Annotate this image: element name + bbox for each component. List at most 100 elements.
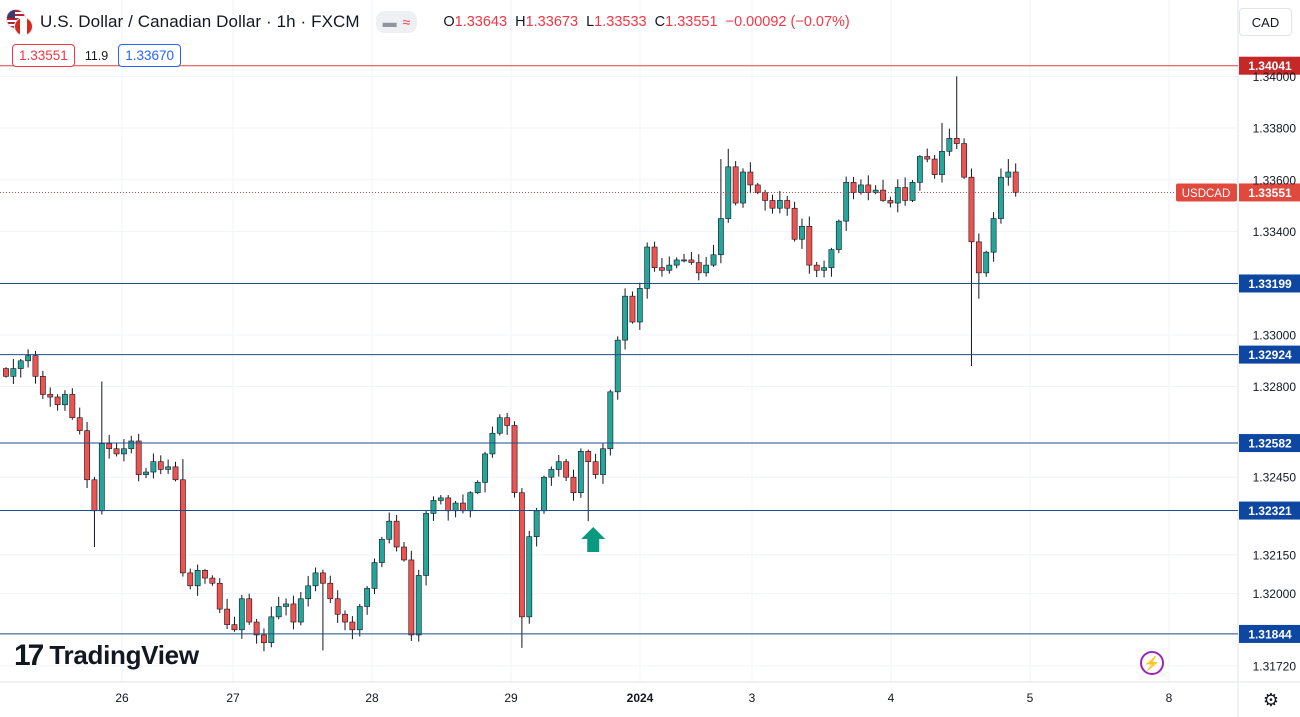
last-price-label: 1.33551: [1248, 186, 1292, 200]
candle-body: [371, 562, 378, 589]
sell-button[interactable]: 1.33551: [12, 44, 75, 67]
candle-body: [467, 492, 474, 512]
price-level-tag: [1239, 434, 1300, 453]
gear-icon[interactable]: ⚙: [1262, 689, 1280, 710]
y-tick-label: 1.31720: [1253, 660, 1297, 674]
price-level-label: 1.33199: [1248, 277, 1292, 291]
lightning-icon[interactable]: ⚡: [1140, 651, 1164, 675]
currency-pair-flag-icon: [6, 9, 33, 36]
symbol-title[interactable]: U.S. Dollar / Canadian Dollar · 1h · FXC…: [40, 12, 360, 31]
candle-body: [592, 461, 599, 475]
trade-buttons: 1.33551 11.9 1.33670: [12, 44, 182, 67]
wave-icon[interactable]: ≈: [402, 14, 411, 30]
candle-body: [946, 138, 953, 152]
candle-body: [526, 536, 533, 618]
candle-body: [541, 476, 547, 512]
candle-body: [224, 608, 230, 625]
candle-body: [511, 425, 518, 494]
candle-body: [62, 394, 68, 406]
candle-body: [408, 559, 415, 636]
candle-body: [165, 466, 172, 470]
candle-body: [681, 259, 687, 262]
candle-body: [474, 482, 481, 494]
candle-body: [312, 572, 319, 587]
candle-body: [113, 448, 120, 455]
candle-body: [747, 171, 754, 186]
candle-body: [297, 598, 304, 623]
candle-body: [998, 176, 1004, 219]
candle-body: [320, 572, 326, 584]
candle-body: [25, 355, 32, 362]
candle-body: [460, 502, 466, 512]
ohlc-values: O1.33643 H1.33673 L1.33533 C1.33551 −0.0…: [443, 14, 849, 30]
candle-body: [651, 246, 658, 269]
candle-body: [268, 616, 275, 644]
candle-body: [850, 182, 857, 193]
candle-body: [143, 471, 149, 475]
candle-body: [275, 606, 282, 618]
x-tick-label: 4: [888, 691, 895, 705]
candle-body: [489, 432, 496, 455]
y-tick-label: 1.32450: [1253, 471, 1297, 485]
candle-body: [69, 394, 76, 419]
candle-body: [717, 218, 724, 256]
candle-body: [953, 138, 960, 144]
candle-body: [202, 570, 208, 579]
collapse-icon[interactable]: ▬: [382, 14, 397, 30]
candle-body: [356, 606, 363, 631]
tradingview-logo: 17 TradingView: [14, 640, 199, 671]
candle-body: [106, 443, 113, 450]
legend-toggles[interactable]: ▬ ≈: [375, 11, 418, 33]
x-tick-label: 3: [749, 691, 756, 705]
candle-body: [445, 497, 452, 512]
candle-body: [791, 207, 798, 240]
candle-body: [342, 613, 348, 623]
buy-button[interactable]: 1.33670: [118, 44, 182, 67]
candle-body: [10, 368, 17, 377]
candle-body: [231, 624, 238, 631]
close-value: 1.33551: [665, 14, 718, 30]
candle-body: [636, 288, 643, 323]
candle-body: [135, 440, 142, 475]
candle-body: [482, 453, 488, 483]
candle-body: [84, 430, 90, 481]
candle-body: [732, 166, 739, 204]
price-level-label: 1.32582: [1248, 437, 1292, 451]
y-tick-label: 1.33800: [1253, 122, 1297, 136]
candle-body: [902, 187, 909, 201]
candle-body: [496, 417, 503, 434]
candle-body: [924, 156, 931, 160]
price-level-tag: [1239, 501, 1300, 520]
high-value: 1.33673: [525, 14, 579, 30]
candle-body: [430, 500, 437, 514]
candle-body: [776, 200, 783, 209]
x-tick-label: 27: [226, 691, 240, 705]
spread-value: 11.9: [84, 48, 109, 63]
x-tick-label: 29: [504, 691, 518, 705]
candle-body: [150, 461, 157, 473]
x-tick-label: 28: [365, 691, 379, 705]
chart-legend: U.S. Dollar / Canadian Dollar · 1h · FXC…: [6, 8, 850, 36]
candle-body: [17, 360, 24, 369]
candle-body: [290, 603, 297, 623]
high-label: H: [515, 14, 526, 30]
candle-body: [644, 246, 651, 289]
candle-body: [894, 187, 901, 204]
candle-body: [983, 251, 990, 274]
candle-body: [931, 158, 938, 175]
price-level-label: 1.32924: [1248, 348, 1292, 362]
candle-body: [349, 621, 356, 631]
x-tick-label: 2024: [627, 691, 654, 705]
currency-button[interactable]: CAD: [1239, 8, 1292, 36]
candle-body: [563, 461, 570, 478]
y-tick-label: 1.32150: [1253, 548, 1297, 562]
candle-body: [91, 479, 98, 512]
y-tick-label: 1.33600: [1253, 173, 1297, 187]
candle-body: [327, 582, 334, 600]
candle-body: [990, 218, 997, 253]
price-level-label: 1.32321: [1248, 504, 1292, 518]
change-value: −0.00092 (−0.07%): [725, 14, 850, 30]
open-value: 1.33643: [454, 14, 508, 30]
